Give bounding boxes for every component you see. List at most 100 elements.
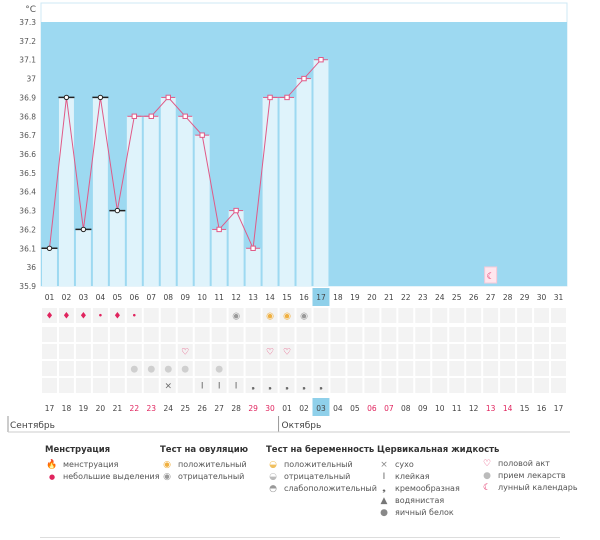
sticky-icon: I xyxy=(201,382,204,392)
date-label: 03 xyxy=(316,404,326,413)
temperature-bar xyxy=(75,229,91,286)
grid-cell xyxy=(279,344,295,359)
legend-other: ♡ половой акт ● прием лекарств ☾ лунный кал… xyxy=(480,458,578,494)
grid-cell xyxy=(449,344,465,359)
grid-cell xyxy=(330,327,346,342)
grid-cell xyxy=(42,378,57,393)
x-tick-label: 29 xyxy=(520,293,530,302)
grid-cell xyxy=(364,308,380,323)
grid-cell xyxy=(296,327,312,342)
legend-title: Цервикальная жидкость xyxy=(377,445,500,455)
temperature-point xyxy=(250,245,256,251)
temperature-point xyxy=(165,94,171,101)
date-label: 10 xyxy=(435,404,445,413)
legend-item: прием лекарств xyxy=(498,471,566,480)
moon-calendar-box xyxy=(484,266,498,284)
grid-cell xyxy=(483,378,499,393)
grid-cell xyxy=(279,327,295,342)
creamy-icon: ❟ xyxy=(382,484,386,494)
temperature-bar xyxy=(211,229,227,286)
grid-cell xyxy=(126,361,142,376)
x-tick-label: 11 xyxy=(214,293,224,302)
x-tick-label: 17 xyxy=(316,293,326,302)
date-label: 02 xyxy=(299,404,309,413)
today-highlight xyxy=(312,288,330,306)
grid-cell xyxy=(449,361,465,376)
dry-icon: × xyxy=(380,460,388,470)
grid-cell xyxy=(160,327,176,342)
x-tick-label: 16 xyxy=(299,293,309,302)
x-tick-label: 24 xyxy=(435,293,445,302)
grid-cell xyxy=(415,378,431,393)
grid-cell xyxy=(432,344,448,359)
pill-icon: ● xyxy=(147,365,155,375)
creamy-icon: ❟ xyxy=(251,382,255,392)
temperature-point xyxy=(63,94,70,101)
x-tick-label: 01 xyxy=(45,293,55,302)
grid-cell xyxy=(398,308,414,323)
temperature-bar xyxy=(109,210,125,286)
pill-icon: ● xyxy=(164,365,172,375)
grid-cell xyxy=(466,344,482,359)
y-tick-label: 36 xyxy=(26,263,36,272)
grid-cell xyxy=(194,327,210,342)
x-tick-label: 14 xyxy=(265,293,275,302)
grid-cell xyxy=(466,327,482,342)
x-tick-label: 22 xyxy=(401,293,411,302)
date-label: 16 xyxy=(537,404,547,413)
creamy-icon: ❟ xyxy=(268,382,272,392)
date-label: 30 xyxy=(265,404,275,413)
y-tick-label: 36.4 xyxy=(19,188,36,197)
grid-cell xyxy=(466,378,482,393)
grid-cell xyxy=(483,361,499,376)
pill-icon: ● xyxy=(130,365,138,375)
grid-cell xyxy=(177,361,193,376)
menstruation-icon: ♦ xyxy=(62,312,70,322)
grid-cell xyxy=(313,327,329,342)
moon-icon: ☾ xyxy=(482,483,492,493)
y-tick-label: 37.3 xyxy=(19,18,36,27)
date-label: 18 xyxy=(62,404,72,413)
grid-cell xyxy=(500,378,516,393)
legend-item: яичный белок xyxy=(395,508,454,517)
date-label: 17 xyxy=(554,404,564,413)
legend-menstruation: Менструация 🔥 менструация ● небольшие выде… xyxy=(45,445,160,483)
grid-cell xyxy=(75,344,91,359)
grid-cell xyxy=(449,308,465,323)
grid-cell xyxy=(415,344,431,359)
heart-icon: ♡ xyxy=(283,348,291,358)
temperature-point xyxy=(318,57,324,63)
pregnancy-negative-icon: ◒ xyxy=(269,472,277,482)
grid-cell xyxy=(92,378,108,393)
grid-cell xyxy=(143,361,159,376)
grid-cell xyxy=(500,308,516,323)
legend-item: менструация xyxy=(63,460,119,469)
grid-cell xyxy=(58,308,74,323)
grid-cell xyxy=(381,327,397,342)
grid-cell xyxy=(228,308,244,323)
grid-cell xyxy=(313,344,329,359)
temperature-bar xyxy=(143,116,159,287)
grid-cell xyxy=(364,344,380,359)
grid-cell xyxy=(330,344,346,359)
month-label: Октябрь xyxy=(282,421,322,431)
grid-cell xyxy=(143,308,159,323)
grid-cell xyxy=(364,361,380,376)
grid-cell xyxy=(330,361,346,376)
grid-cell xyxy=(551,308,566,323)
grid-cell xyxy=(534,344,550,359)
legend-item: сухо xyxy=(395,460,414,469)
small-discharge-icon: • xyxy=(98,312,103,322)
y-tick-label: 35.9 xyxy=(19,282,36,291)
ovulation-positive-icon: ◉ xyxy=(266,312,274,322)
grid-cell xyxy=(245,378,261,393)
small-drop-icon: ● xyxy=(48,473,56,481)
grid-cell xyxy=(42,308,57,323)
x-tick-label: 20 xyxy=(367,293,377,302)
grid-cell xyxy=(517,327,533,342)
date-label: 22 xyxy=(130,404,140,413)
grid-cell xyxy=(109,378,125,393)
ovulation-negative-icon: ◉ xyxy=(232,312,240,322)
x-tick-label: 12 xyxy=(231,293,241,302)
grid-cell xyxy=(466,361,482,376)
